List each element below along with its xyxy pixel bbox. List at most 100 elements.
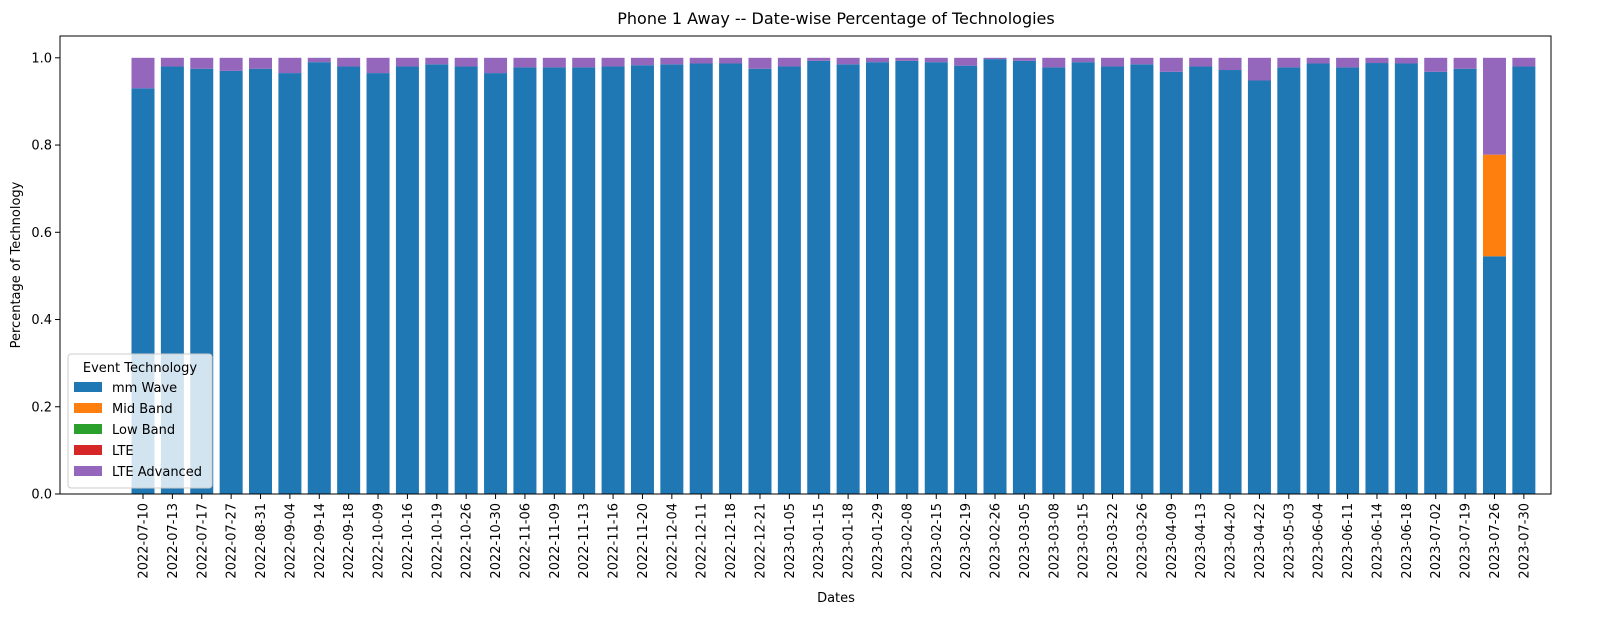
y-tick-label: 0.4 (31, 313, 52, 328)
x-tick-label: 2022-09-04 (283, 503, 298, 579)
bar-mm-wave (1189, 66, 1213, 494)
bar-lte-advanced (1101, 57, 1125, 67)
x-tick-label: 2022-07-27 (225, 503, 240, 579)
bar-mm-wave (807, 60, 831, 495)
legend-swatch (74, 445, 102, 455)
bar-mm-wave (1071, 62, 1095, 495)
x-tick-label: 2023-04-20 (1224, 503, 1239, 579)
bar-lte-advanced (807, 57, 831, 61)
y-tick-label: 1.0 (31, 51, 52, 66)
bar-lte-advanced (337, 57, 361, 67)
x-axis-label: Dates (817, 591, 855, 606)
bar-lte-advanced (866, 57, 889, 63)
bar-mm-wave (924, 62, 948, 495)
bar-mm-wave (249, 68, 273, 495)
bar-lte-advanced (395, 57, 419, 67)
bar-lte-advanced (425, 57, 449, 65)
y-tick-label: 0.8 (31, 139, 52, 154)
legend-label: LTE (112, 444, 134, 459)
legend-title: Event Technology (83, 361, 198, 376)
bar-mm-wave (1336, 67, 1360, 494)
x-tick-label: 2022-10-19 (430, 503, 445, 579)
x-tick-label: 2023-02-26 (989, 503, 1004, 579)
legend-box (67, 353, 213, 489)
bar-lte-advanced (278, 57, 302, 74)
bar-lte-advanced (572, 57, 596, 68)
x-tick-label: 2023-03-05 (1018, 503, 1033, 579)
bar-mm-wave (366, 73, 390, 494)
bar-mm-wave (278, 73, 302, 494)
x-tick-label: 2023-01-18 (842, 503, 857, 579)
x-tick-label: 2022-09-14 (313, 503, 328, 579)
x-tick-label: 2022-10-26 (460, 503, 475, 579)
x-tick-label: 2023-07-19 (1459, 503, 1474, 579)
bar-mm-wave (836, 64, 860, 494)
x-tick-label: 2023-02-19 (959, 503, 974, 579)
bar-mm-wave (395, 66, 419, 494)
x-tick-label: 2023-01-29 (871, 503, 886, 579)
bar-lte-advanced (689, 57, 713, 64)
bar-lte-advanced (1012, 57, 1036, 61)
bar-lte-advanced (630, 57, 654, 66)
bar-mm-wave (1512, 66, 1536, 494)
bar-lte-advanced (366, 57, 390, 74)
y-tick-label: 0.0 (31, 488, 52, 503)
x-tick-label: 2022-11-16 (607, 503, 622, 579)
bar-mm-wave (601, 66, 625, 494)
x-tick-label: 2023-03-08 (1047, 503, 1062, 579)
bar-mm-wave (1159, 71, 1183, 495)
x-tick-label: 2022-12-04 (665, 503, 680, 579)
bar-mm-wave (1218, 70, 1242, 495)
bar-mm-wave (484, 73, 508, 494)
bar-lte-advanced (1218, 57, 1242, 71)
bar-mm-wave (689, 63, 713, 494)
x-tick-label: 2023-01-05 (783, 503, 798, 579)
bar-mm-wave (719, 63, 743, 494)
bar-lte-advanced (484, 57, 508, 74)
x-tick-label: 2022-12-18 (724, 503, 739, 579)
bar-lte-advanced (895, 57, 919, 61)
legend-swatch (74, 466, 102, 476)
bar-lte-advanced (1071, 57, 1095, 63)
x-tick-label: 2023-02-08 (900, 503, 915, 579)
bar-lte-advanced (1247, 57, 1271, 81)
axes-layer: 0.0 0.2 0.4 0.6 0.8 1.0 2022-07-10 2022-07-13 20… (31, 35, 1552, 579)
bar-mm-wave (1453, 68, 1477, 495)
bar-lte-advanced (1424, 57, 1448, 72)
x-tick-label: 2023-06-11 (1341, 503, 1356, 579)
x-tick-label: 2023-01-15 (812, 503, 827, 579)
bar-mm-wave (1306, 63, 1330, 494)
bar-mm-wave (777, 66, 801, 494)
bar-lte-advanced (307, 57, 331, 63)
bar-mm-wave (1130, 64, 1154, 494)
x-tick-label: 2023-04-22 (1253, 503, 1268, 579)
bar-lte-advanced (1365, 57, 1389, 64)
bar-lte-advanced (660, 57, 684, 65)
x-tick-label: 2022-12-11 (695, 503, 710, 579)
bar-mm-wave (660, 64, 684, 494)
legend-label: LTE Advanced (112, 465, 202, 480)
bar-mm-wave (1424, 71, 1448, 495)
x-tick-label: 2023-06-18 (1400, 503, 1415, 579)
x-tick-label: 2023-07-26 (1488, 503, 1503, 579)
bar-mm-wave (1101, 66, 1125, 494)
x-tick-label: 2023-03-26 (1135, 503, 1150, 579)
bar-lte-advanced (777, 57, 801, 67)
bar-mm-wave (1482, 256, 1506, 494)
bar-lte-advanced (836, 57, 860, 65)
x-tick-label: 2023-05-03 (1282, 503, 1297, 579)
legend: Event Technology mm Wave Mid Band Low Band L… (67, 353, 213, 489)
bar-lte-advanced (1130, 57, 1154, 65)
x-tick-label: 2022-11-13 (577, 503, 592, 579)
bar-lte-advanced (1042, 57, 1066, 68)
bar-mm-wave (572, 67, 596, 494)
bar-mm-wave (1042, 67, 1066, 494)
legend-swatch (74, 382, 102, 392)
x-tick-label: 2022-07-17 (195, 503, 210, 579)
bar-lte-advanced (219, 57, 243, 71)
bar-lte-advanced (542, 57, 566, 68)
x-tick-label: 2022-07-10 (137, 503, 152, 579)
y-tick-label: 0.2 (31, 400, 52, 415)
